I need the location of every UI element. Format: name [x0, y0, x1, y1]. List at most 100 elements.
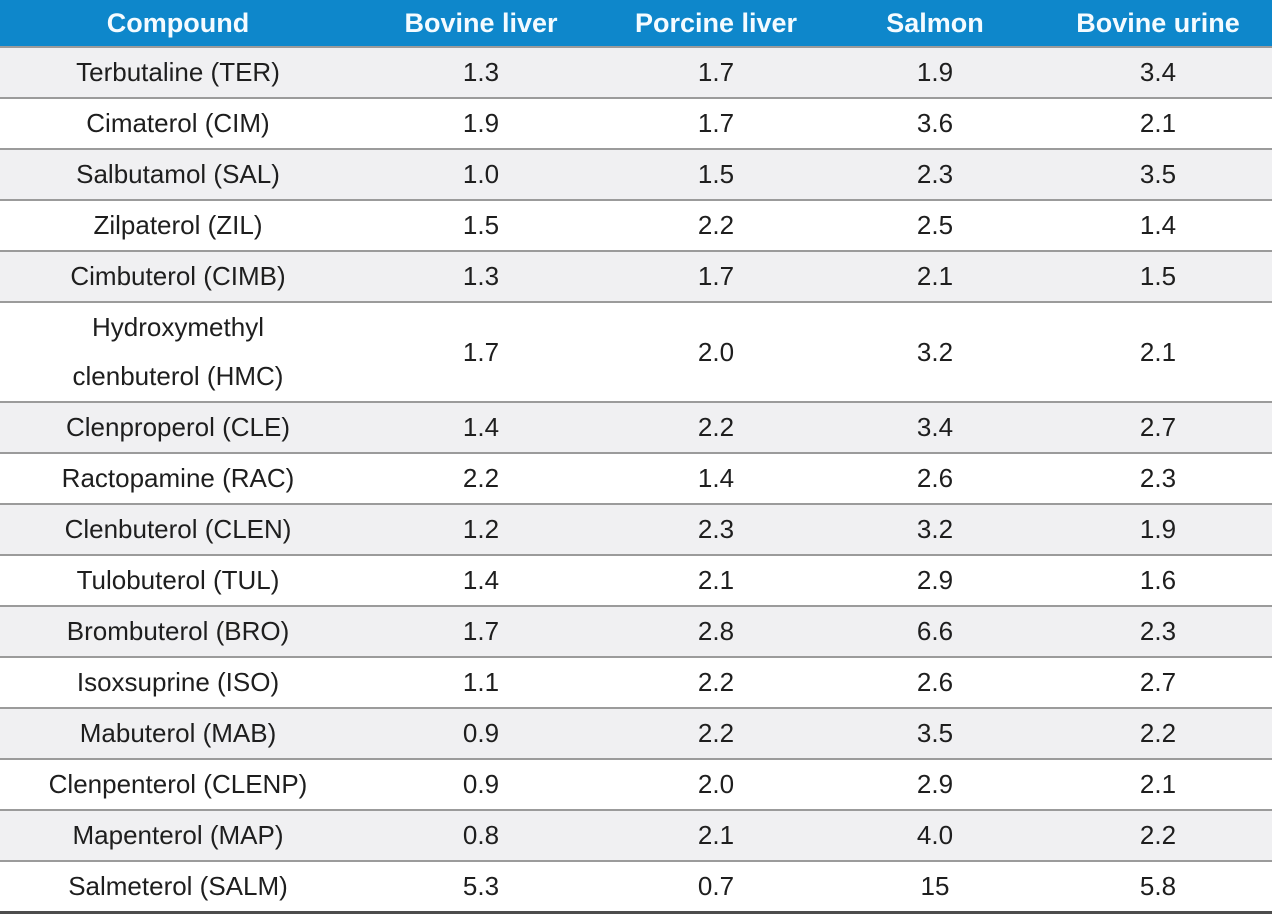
compound-cell: Brombuterol (BRO)	[0, 606, 356, 658]
compound-cell: Clenproperol (CLE)	[0, 402, 356, 454]
table-row: Salbutamol (SAL) 1.0 1.5 2.3 3.5	[0, 149, 1272, 201]
value-cell: 1.4	[356, 402, 606, 454]
value-cell: 1.4	[606, 453, 826, 505]
value-cell: 1.1	[356, 657, 606, 709]
compound-cell: Mapenterol (MAP)	[0, 810, 356, 862]
value-cell: 2.9	[826, 555, 1044, 607]
value-cell: 1.7	[606, 47, 826, 99]
table-row: Ractopamine (RAC) 2.2 1.4 2.6 2.3	[0, 453, 1272, 505]
value-cell: 0.9	[356, 759, 606, 811]
compound-cell: Hydroxymethyl clenbuterol (HMC)	[0, 302, 356, 403]
table-row: Zilpaterol (ZIL) 1.5 2.2 2.5 1.4	[0, 200, 1272, 252]
value-cell: 2.0	[606, 302, 826, 403]
value-cell: 1.2	[356, 504, 606, 556]
value-cell: 2.2	[1044, 810, 1272, 862]
value-cell: 2.1	[1044, 98, 1272, 150]
value-cell: 2.2	[1044, 708, 1272, 760]
column-header-bovine-urine: Bovine urine	[1044, 0, 1272, 48]
compound-cell: Isoxsuprine (ISO)	[0, 657, 356, 709]
value-cell: 5.3	[356, 861, 606, 914]
value-cell: 3.2	[826, 504, 1044, 556]
table-row: Brombuterol (BRO) 1.7 2.8 6.6 2.3	[0, 606, 1272, 658]
value-cell: 2.5	[826, 200, 1044, 252]
compound-cell: Cimaterol (CIM)	[0, 98, 356, 150]
table-row: Terbutaline (TER) 1.3 1.7 1.9 3.4	[0, 47, 1272, 99]
value-cell: 2.3	[826, 149, 1044, 201]
value-cell: 3.2	[826, 302, 1044, 403]
value-cell: 1.7	[606, 251, 826, 303]
value-cell: 3.4	[1044, 47, 1272, 99]
column-header-bovine-liver: Bovine liver	[356, 0, 606, 48]
value-cell: 1.5	[1044, 251, 1272, 303]
value-cell: 3.5	[1044, 149, 1272, 201]
table-row: Clenpenterol (CLENP) 0.9 2.0 2.9 2.1	[0, 759, 1272, 811]
value-cell: 6.6	[826, 606, 1044, 658]
value-cell: 2.0	[606, 759, 826, 811]
compound-cell: Clenbuterol (CLEN)	[0, 504, 356, 556]
compound-cell: Tulobuterol (TUL)	[0, 555, 356, 607]
value-cell: 1.7	[356, 606, 606, 658]
value-cell: 2.3	[606, 504, 826, 556]
table-row: Mapenterol (MAP) 0.8 2.1 4.0 2.2	[0, 810, 1272, 862]
value-cell: 2.6	[826, 657, 1044, 709]
value-cell: 2.8	[606, 606, 826, 658]
value-cell: 1.7	[356, 302, 606, 403]
compound-cell: Ractopamine (RAC)	[0, 453, 356, 505]
value-cell: 2.1	[826, 251, 1044, 303]
value-cell: 2.7	[1044, 657, 1272, 709]
table-header: Compound Bovine liver Porcine liver Salm…	[0, 0, 1272, 48]
value-cell: 2.2	[606, 200, 826, 252]
value-cell: 1.9	[826, 47, 1044, 99]
value-cell: 3.4	[826, 402, 1044, 454]
value-cell: 1.6	[1044, 555, 1272, 607]
value-cell: 0.7	[606, 861, 826, 914]
value-cell: 1.4	[1044, 200, 1272, 252]
value-cell: 1.9	[356, 98, 606, 150]
value-cell: 1.3	[356, 251, 606, 303]
value-cell: 2.7	[1044, 402, 1272, 454]
value-cell: 2.3	[1044, 606, 1272, 658]
table-row: Clenproperol (CLE) 1.4 2.2 3.4 2.7	[0, 402, 1272, 454]
value-cell: 2.1	[606, 810, 826, 862]
compound-cell: Cimbuterol (CIMB)	[0, 251, 356, 303]
compound-cell: Zilpaterol (ZIL)	[0, 200, 356, 252]
value-cell: 3.5	[826, 708, 1044, 760]
table-row: Clenbuterol (CLEN) 1.2 2.3 3.2 1.9	[0, 504, 1272, 556]
table-row: Cimaterol (CIM) 1.9 1.7 3.6 2.1	[0, 98, 1272, 150]
value-cell: 1.7	[606, 98, 826, 150]
value-cell: 2.1	[1044, 759, 1272, 811]
table-body: Terbutaline (TER) 1.3 1.7 1.9 3.4 Cimaterol (…	[0, 47, 1272, 914]
table-row: Mabuterol (MAB) 0.9 2.2 3.5 2.2	[0, 708, 1272, 760]
compound-cell: Mabuterol (MAB)	[0, 708, 356, 760]
value-cell: 1.9	[1044, 504, 1272, 556]
value-cell: 2.2	[356, 453, 606, 505]
compound-cell: Salmeterol (SALM)	[0, 861, 356, 914]
value-cell: 3.6	[826, 98, 1044, 150]
value-cell: 2.2	[606, 402, 826, 454]
value-cell: 1.5	[606, 149, 826, 201]
value-cell: 2.3	[1044, 453, 1272, 505]
table-row: Salmeterol (SALM) 5.3 0.7 15 5.8	[0, 861, 1272, 914]
compound-cell: Terbutaline (TER)	[0, 47, 356, 99]
value-cell: 1.3	[356, 47, 606, 99]
value-cell: 1.4	[356, 555, 606, 607]
table-row: Cimbuterol (CIMB) 1.3 1.7 2.1 1.5	[0, 251, 1272, 303]
value-cell: 2.1	[1044, 302, 1272, 403]
table-row: Hydroxymethyl clenbuterol (HMC) 1.7 2.0 3.2…	[0, 302, 1272, 403]
value-cell: 2.6	[826, 453, 1044, 505]
value-cell: 5.8	[1044, 861, 1272, 914]
column-header-compound: Compound	[0, 0, 356, 48]
value-cell: 4.0	[826, 810, 1044, 862]
value-cell: 2.9	[826, 759, 1044, 811]
header-row: Compound Bovine liver Porcine liver Salm…	[0, 0, 1272, 48]
value-cell: 0.9	[356, 708, 606, 760]
compound-cell: Clenpenterol (CLENP)	[0, 759, 356, 811]
value-cell: 2.2	[606, 708, 826, 760]
table-row: Isoxsuprine (ISO) 1.1 2.2 2.6 2.7	[0, 657, 1272, 709]
value-cell: 0.8	[356, 810, 606, 862]
column-header-porcine-liver: Porcine liver	[606, 0, 826, 48]
value-cell: 1.5	[356, 200, 606, 252]
value-cell: 1.0	[356, 149, 606, 201]
table-row: Tulobuterol (TUL) 1.4 2.1 2.9 1.6	[0, 555, 1272, 607]
